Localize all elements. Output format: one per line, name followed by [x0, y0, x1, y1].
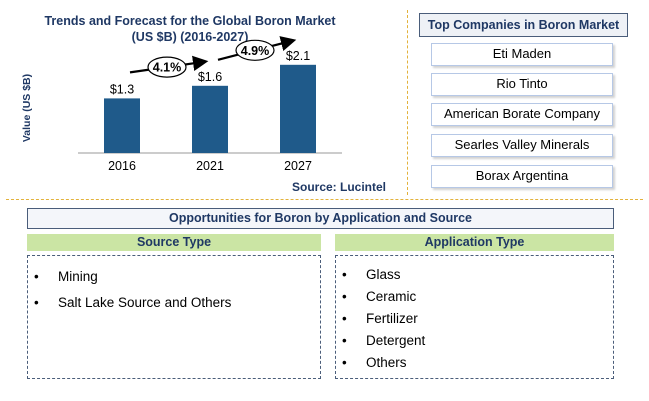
- application-type-item: Ceramic: [336, 286, 613, 308]
- opportunities-title: Opportunities for Boron by Application a…: [27, 208, 614, 229]
- company-item: Eti Maden: [431, 43, 613, 66]
- company-item: Searles Valley Minerals: [431, 134, 613, 157]
- source-type-header: Source Type: [27, 234, 321, 251]
- source-type-item: Salt Lake Source and Others: [28, 292, 320, 314]
- company-item: Rio Tinto: [431, 73, 613, 96]
- application-type-item: Detergent: [336, 330, 613, 352]
- chart-title-line-1: Trends and Forecast for the Global Boron…: [44, 14, 336, 28]
- bar-2027: [280, 64, 316, 153]
- x-tick-2021: 2021: [196, 159, 224, 173]
- vertical-divider: [407, 10, 408, 195]
- application-type-item: Others: [336, 352, 613, 374]
- data-label-2027: $2.1: [286, 49, 310, 63]
- data-label-2021: $1.6: [198, 70, 222, 84]
- application-type-item: Glass: [336, 264, 613, 286]
- company-item: American Borate Company: [431, 103, 613, 126]
- horizontal-divider: [6, 199, 643, 200]
- source-type-list: Mining Salt Lake Source and Others: [27, 255, 321, 379]
- companies-title: Top Companies in Boron Market: [419, 13, 628, 37]
- data-label-2016: $1.3: [110, 82, 134, 96]
- x-tick-2016: 2016: [108, 159, 136, 173]
- growth-label: 4.1%: [153, 61, 182, 75]
- source-type-item: Mining: [28, 266, 320, 288]
- growth-badge: [147, 56, 187, 78]
- application-type-item: Fertilizer: [336, 308, 613, 330]
- chart-title-line-2: (US $B) (2016-2027): [131, 30, 249, 44]
- bar-chart: $1.3 2016 $1.6 2021 $2.1 2027 4.1% 4.9%: [78, 36, 342, 173]
- chart-title: Trends and Forecast for the Global Boron…: [30, 13, 350, 45]
- x-tick-2027: 2027: [284, 159, 312, 173]
- growth-badge: [235, 39, 275, 61]
- growth-label: 4.9%: [241, 44, 270, 58]
- bar-2016: [104, 98, 140, 153]
- application-type-header: Application Type: [335, 234, 614, 251]
- company-item: Borax Argentina: [431, 165, 613, 188]
- application-type-list: Glass Ceramic Fertilizer Detergent Other…: [335, 255, 614, 379]
- bar-2021: [192, 85, 228, 153]
- chart-source: Source: Lucintel: [292, 180, 387, 194]
